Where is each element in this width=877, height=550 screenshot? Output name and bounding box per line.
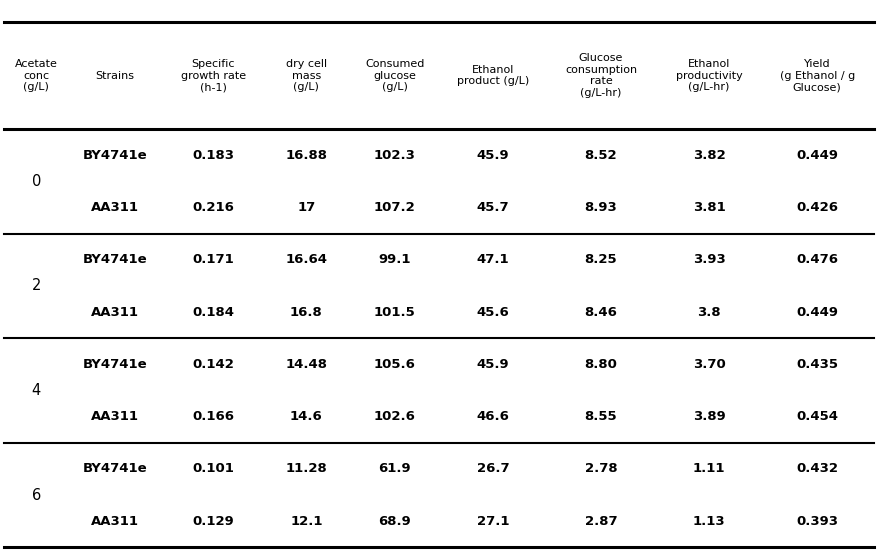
Text: 102.6: 102.6 xyxy=(374,410,416,423)
Text: 3.93: 3.93 xyxy=(692,254,724,266)
Text: 0.449: 0.449 xyxy=(795,306,838,318)
Text: 3.8: 3.8 xyxy=(696,306,720,318)
Text: Yield
(g Ethanol / g
Glucose): Yield (g Ethanol / g Glucose) xyxy=(779,59,854,92)
Text: 45.9: 45.9 xyxy=(476,358,509,371)
Text: 0.426: 0.426 xyxy=(795,201,838,214)
Text: 26.7: 26.7 xyxy=(476,463,509,475)
Text: 8.25: 8.25 xyxy=(584,254,617,266)
Text: Glucose
consumption
rate
(g/L-hr): Glucose consumption rate (g/L-hr) xyxy=(565,53,637,98)
Text: 46.6: 46.6 xyxy=(476,410,509,423)
Text: 2.87: 2.87 xyxy=(584,515,617,527)
Text: 0: 0 xyxy=(32,174,41,189)
Text: Acetate
conc
(g/L): Acetate conc (g/L) xyxy=(15,59,58,92)
Text: 11.28: 11.28 xyxy=(285,463,327,475)
Text: 17: 17 xyxy=(297,201,315,214)
Text: 8.80: 8.80 xyxy=(584,358,617,371)
Text: 0.393: 0.393 xyxy=(795,515,838,527)
Text: 8.55: 8.55 xyxy=(584,410,617,423)
Text: 0.142: 0.142 xyxy=(192,358,234,371)
Text: 0.449: 0.449 xyxy=(795,149,838,162)
Text: 1.13: 1.13 xyxy=(692,515,724,527)
Text: 8.46: 8.46 xyxy=(584,306,617,318)
Text: AA311: AA311 xyxy=(91,306,139,318)
Text: 3.89: 3.89 xyxy=(692,410,724,423)
Text: 105.6: 105.6 xyxy=(374,358,416,371)
Text: 99.1: 99.1 xyxy=(378,254,410,266)
Text: 45.7: 45.7 xyxy=(476,201,509,214)
Text: 14.48: 14.48 xyxy=(285,358,327,371)
Text: 12.1: 12.1 xyxy=(289,515,322,527)
Text: 2: 2 xyxy=(32,278,41,294)
Text: BY4741e: BY4741e xyxy=(82,463,147,475)
Text: 0.432: 0.432 xyxy=(795,463,838,475)
Text: 14.6: 14.6 xyxy=(289,410,323,423)
Text: 0.184: 0.184 xyxy=(192,306,234,318)
Text: 16.8: 16.8 xyxy=(289,306,323,318)
Text: 47.1: 47.1 xyxy=(476,254,509,266)
Text: 102.3: 102.3 xyxy=(374,149,416,162)
Text: 45.6: 45.6 xyxy=(476,306,509,318)
Text: 0.216: 0.216 xyxy=(192,201,234,214)
Text: 3.70: 3.70 xyxy=(692,358,724,371)
Text: Strains: Strains xyxy=(96,70,134,81)
Text: 107.2: 107.2 xyxy=(374,201,415,214)
Text: Ethanol
productivity
(g/L-hr): Ethanol productivity (g/L-hr) xyxy=(675,59,742,92)
Text: AA311: AA311 xyxy=(91,515,139,527)
Text: 0.435: 0.435 xyxy=(795,358,838,371)
Text: 0.101: 0.101 xyxy=(192,463,234,475)
Text: 68.9: 68.9 xyxy=(378,515,410,527)
Text: 4: 4 xyxy=(32,383,41,398)
Text: 3.82: 3.82 xyxy=(692,149,724,162)
Text: 2.78: 2.78 xyxy=(584,463,617,475)
Text: 0.476: 0.476 xyxy=(795,254,838,266)
Text: 16.64: 16.64 xyxy=(285,254,327,266)
Text: Specific
growth rate
(h-1): Specific growth rate (h-1) xyxy=(181,59,246,92)
Text: BY4741e: BY4741e xyxy=(82,149,147,162)
Text: 16.88: 16.88 xyxy=(285,149,327,162)
Text: dry cell
mass
(g/L): dry cell mass (g/L) xyxy=(286,59,326,92)
Text: 6: 6 xyxy=(32,487,41,503)
Text: 0.166: 0.166 xyxy=(192,410,234,423)
Text: 0.183: 0.183 xyxy=(192,149,234,162)
Text: 45.9: 45.9 xyxy=(476,149,509,162)
Text: 1.11: 1.11 xyxy=(692,463,724,475)
Text: 0.171: 0.171 xyxy=(192,254,233,266)
Text: AA311: AA311 xyxy=(91,201,139,214)
Text: 0.454: 0.454 xyxy=(795,410,838,423)
Text: AA311: AA311 xyxy=(91,410,139,423)
Text: 0.129: 0.129 xyxy=(192,515,233,527)
Text: 61.9: 61.9 xyxy=(378,463,410,475)
Text: BY4741e: BY4741e xyxy=(82,358,147,371)
Text: BY4741e: BY4741e xyxy=(82,254,147,266)
Text: 3.81: 3.81 xyxy=(692,201,724,214)
Text: 27.1: 27.1 xyxy=(476,515,509,527)
Text: Ethanol
product (g/L): Ethanol product (g/L) xyxy=(456,65,529,86)
Text: 8.52: 8.52 xyxy=(584,149,617,162)
Text: 8.93: 8.93 xyxy=(584,201,617,214)
Text: 101.5: 101.5 xyxy=(374,306,415,318)
Text: Consumed
glucose
(g/L): Consumed glucose (g/L) xyxy=(365,59,424,92)
